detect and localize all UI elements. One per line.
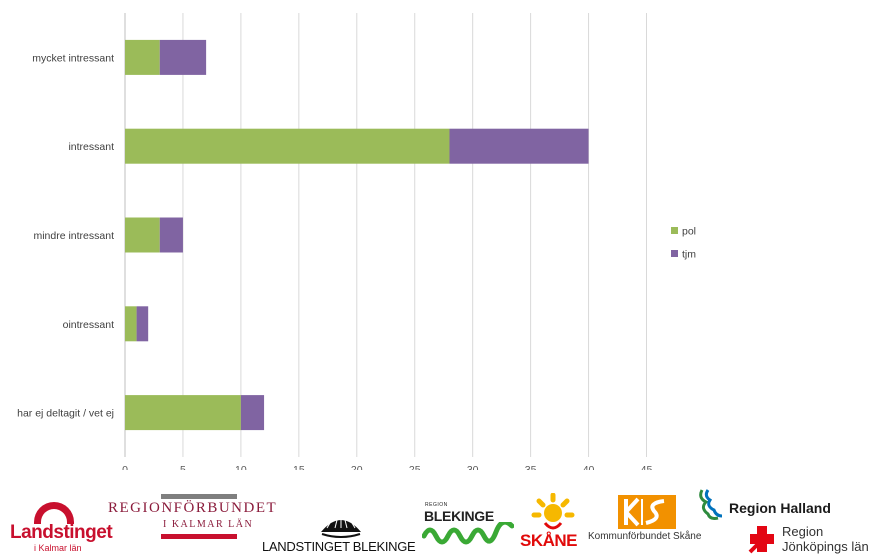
- bars: [125, 39, 589, 431]
- legend-swatch-pol: [671, 227, 678, 234]
- logo-name: LANDSTINGET BLEKINGE: [262, 539, 416, 554]
- bar-segment-tjm: [159, 217, 183, 253]
- legend-swatch-tjm: [671, 250, 678, 257]
- bar-segment-pol: [125, 306, 137, 342]
- logo-name: Landstinget: [10, 522, 113, 543]
- cross-icon: [748, 526, 774, 554]
- gridlines: [124, 13, 647, 457]
- x-tick-label: 25: [409, 464, 421, 470]
- category-labels: mycket intressant intressant mindre intres…: [17, 52, 114, 419]
- bar-segment-pol: [125, 128, 450, 164]
- bar-segment-tjm: [136, 306, 149, 342]
- category-label: intressant: [68, 141, 114, 153]
- bar-segment-pol: [125, 217, 160, 253]
- logo-name: REGIONFÖRBUNDET: [108, 500, 278, 516]
- x-tick-label: 45: [641, 464, 653, 470]
- logo-bar: [161, 534, 237, 539]
- logo-pre: REGION: [425, 502, 448, 508]
- x-tick-label: 35: [525, 464, 537, 470]
- logo-name: SKÅNE: [520, 531, 578, 550]
- legend-label-pol: pol: [682, 226, 696, 238]
- bar-segment-pol: [125, 395, 241, 431]
- wave-icon: [422, 522, 514, 545]
- x-tick-label: 20: [351, 464, 363, 470]
- region-halland-logo: Region Halland: [694, 488, 844, 523]
- legend: pol tjm: [671, 226, 696, 261]
- regionforbundet-kalmar-logo: REGIONFÖRBUNDET I KALMAR LÄN: [108, 492, 293, 542]
- landstinget-blekinge-logo: LANDSTINGET BLEKINGE: [262, 512, 422, 555]
- logo-line2: Jönköpings län: [782, 539, 869, 554]
- x-tick-label: 10: [235, 464, 247, 470]
- halland-map-icon: [699, 489, 723, 520]
- sun-icon: [531, 493, 575, 530]
- x-tick-label: 5: [180, 464, 186, 470]
- logo-bar: [161, 494, 237, 499]
- bar-segment-pol: [125, 39, 160, 75]
- kommunforbundet-skane-logo: Kommunförbundet Skåne: [588, 493, 713, 548]
- x-tick-label: 40: [583, 464, 595, 470]
- logo-sub: i Kalmar län: [34, 543, 82, 553]
- region-blekinge-logo: REGION BLEKINGE: [422, 502, 517, 550]
- category-label: mycket intressant: [32, 52, 114, 64]
- category-label: ointressant: [63, 319, 114, 331]
- category-label: mindre intressant: [33, 230, 114, 242]
- ks-icon: [618, 495, 676, 529]
- logo-line1: Region: [782, 524, 824, 539]
- x-tick-labels: 0 5 10 15 20 25 30 35 40 45: [122, 464, 652, 470]
- x-tick-label: 15: [293, 464, 305, 470]
- stacked-bar-chart: mycket intressant intressant mindre intres…: [17, 13, 696, 470]
- category-label: har ej deltagit / vet ej: [17, 408, 114, 420]
- logo-name: Region Halland: [729, 500, 831, 516]
- crown-icon: [321, 515, 361, 538]
- logo-sub: I KALMAR LÄN: [163, 519, 254, 530]
- logo-name: BLEKINGE: [424, 508, 494, 524]
- bar-segment-tjm: [449, 128, 589, 164]
- arch-icon: [34, 502, 74, 524]
- region-skane-logo: SKÅNE: [518, 493, 586, 555]
- landstinget-kalmar-logo: Landstinget i Kalmar län: [4, 500, 113, 555]
- bar-segment-tjm: [240, 395, 265, 431]
- logo-name: Kommunförbundet Skåne: [588, 531, 702, 542]
- region-jonkoping-logo: Region Jönköpings län: [748, 522, 869, 555]
- legend-label-tjm: tjm: [682, 249, 696, 261]
- x-tick-label: 30: [467, 464, 479, 470]
- bar-segment-tjm: [159, 39, 207, 75]
- x-tick-label: 0: [122, 464, 128, 470]
